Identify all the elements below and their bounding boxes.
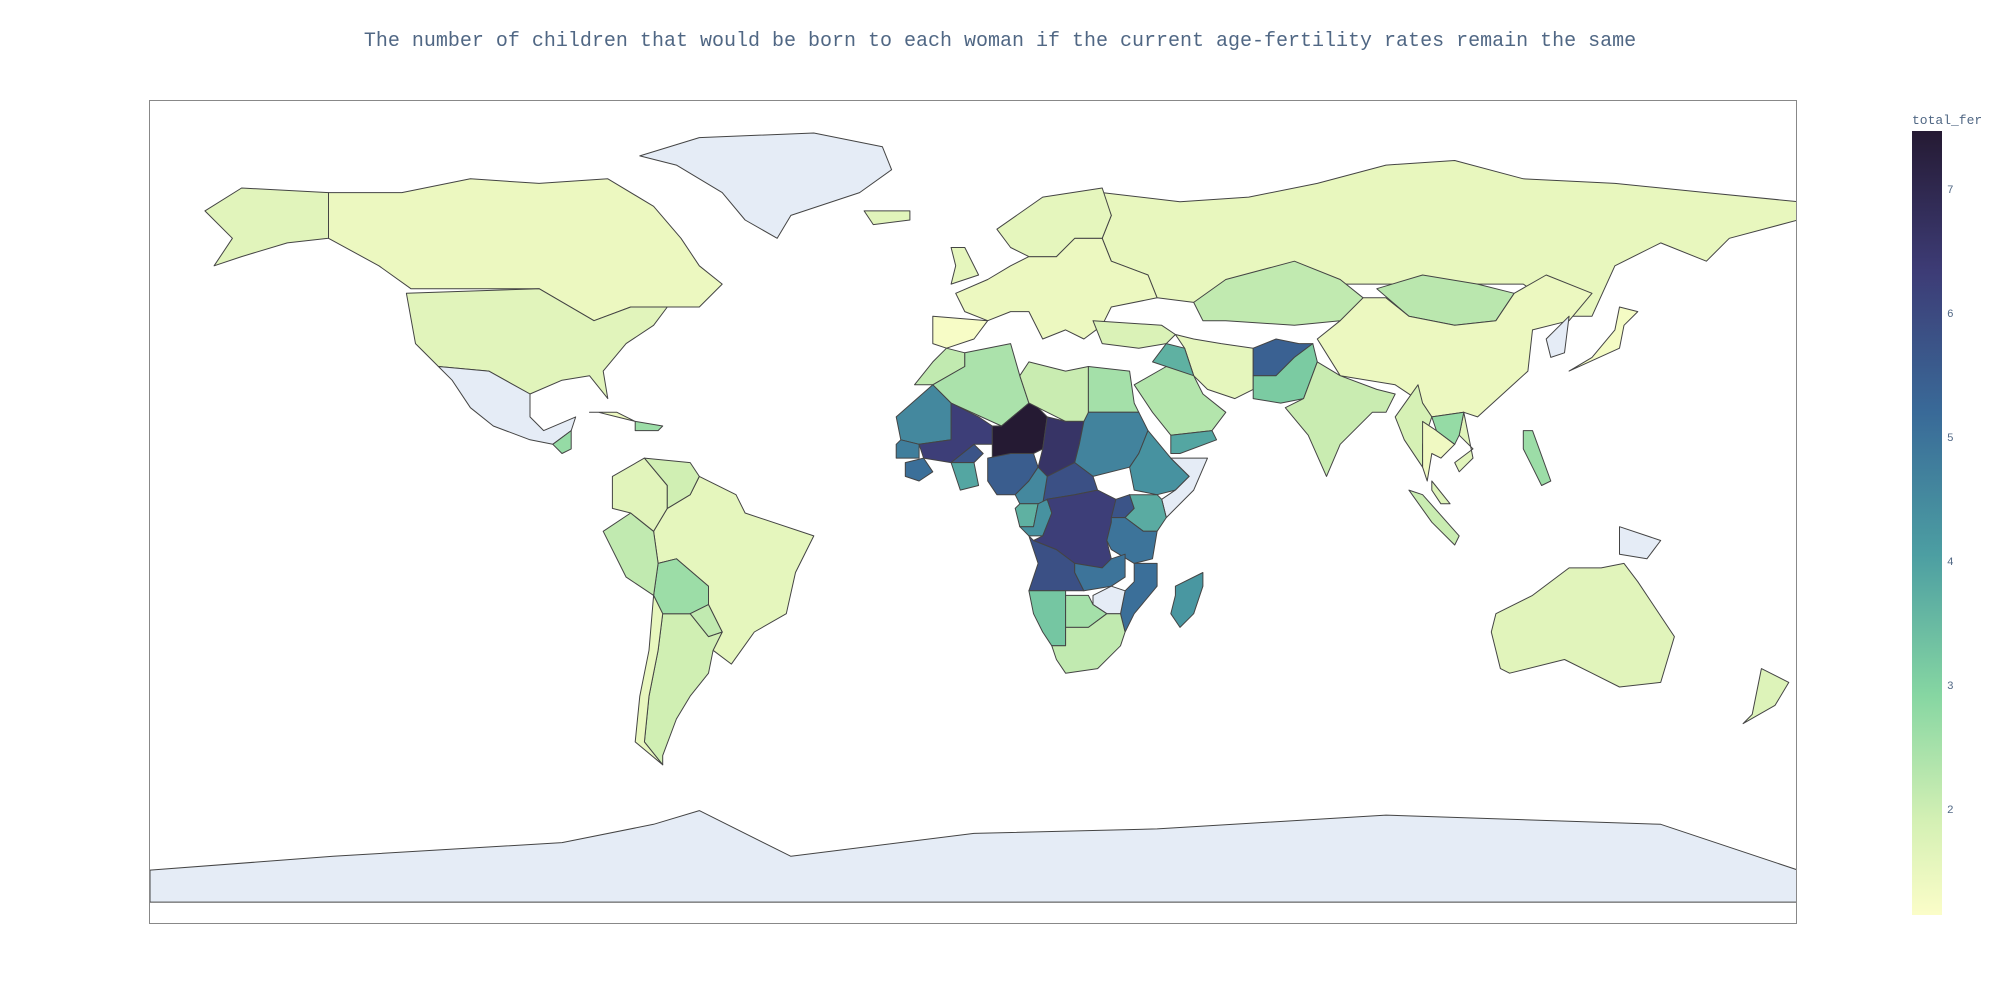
region-japan[interactable]	[1568, 306, 1639, 372]
region-alaska-united-states[interactable]	[204, 187, 329, 267]
region-india[interactable]	[1284, 361, 1396, 477]
region-turkey[interactable]	[1092, 320, 1176, 349]
region-saudi-arabia[interactable]	[1133, 366, 1227, 436]
region-egypt[interactable]	[1087, 366, 1140, 413]
region-australia[interactable]	[1490, 562, 1675, 688]
colorbar-tick-7: 7	[1947, 185, 1954, 197]
chart-title: The number of children that would be bor…	[363, 30, 1637, 53]
region-malaysia[interactable]	[1431, 480, 1451, 505]
region-laos[interactable]	[1431, 411, 1465, 445]
region-madagascar[interactable]	[1170, 572, 1204, 628]
region-new-zealand[interactable]	[1742, 668, 1790, 725]
region-greenland[interactable]	[639, 132, 893, 239]
region-guatemala[interactable]	[552, 430, 572, 454]
region-chile[interactable]	[634, 594, 664, 766]
world-map[interactable]	[150, 101, 1797, 924]
region-namibia[interactable]	[1028, 590, 1067, 647]
map-area[interactable]	[149, 100, 1797, 924]
region-papua-new-guinea[interactable]	[1619, 526, 1662, 560]
region-ghana[interactable]	[950, 462, 980, 491]
region-tanzania[interactable]	[1106, 517, 1158, 564]
colorbar	[1912, 131, 1942, 915]
colorbar-tick-4: 4	[1947, 557, 1954, 569]
region-iceland[interactable]	[863, 210, 911, 226]
colorbar-title: total_fer	[1912, 113, 1983, 128]
region-philippines[interactable]	[1522, 430, 1552, 486]
region-paraguay[interactable]	[689, 604, 723, 638]
region-canada[interactable]	[328, 178, 723, 322]
region-mozambique[interactable]	[1120, 562, 1158, 633]
region-zambia[interactable]	[1074, 553, 1126, 592]
region-pakistan[interactable]	[1252, 343, 1318, 404]
region-yemen[interactable]	[1170, 430, 1218, 454]
colorbar-tick-3: 3	[1947, 681, 1954, 693]
region-antarctica[interactable]	[150, 810, 1797, 903]
region-cuba[interactable]	[589, 411, 636, 422]
region-scandinavia[interactable]	[996, 187, 1112, 258]
region-indonesia[interactable]	[1408, 489, 1460, 546]
region-united-kingdom[interactable]	[950, 247, 980, 285]
region-korea[interactable]	[1545, 315, 1570, 358]
region-guinea[interactable]	[904, 457, 934, 482]
region-senegal[interactable]	[895, 439, 920, 459]
region-hispaniola[interactable]	[634, 420, 664, 432]
region-venezuela[interactable]	[643, 457, 700, 509]
colorbar-tick-5: 5	[1947, 433, 1954, 445]
region-spain-portugal[interactable]	[932, 315, 989, 349]
colorbar-tick-2: 2	[1947, 805, 1954, 817]
colorbar-tick-6: 6	[1947, 309, 1954, 321]
region-south-africa[interactable]	[1051, 613, 1126, 674]
